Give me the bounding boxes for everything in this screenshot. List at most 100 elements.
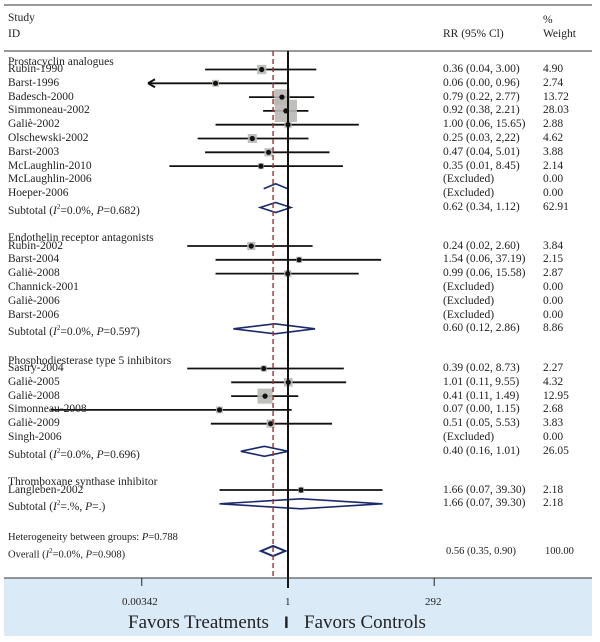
point-estimate (268, 421, 274, 427)
weight-text: 4.62 (543, 132, 564, 144)
weight-text: 4.32 (543, 375, 564, 388)
study-label: Barst-2004 (8, 253, 60, 266)
weight-text: 3.83 (543, 417, 564, 430)
point-estimate (265, 149, 272, 155)
excluded-marker (263, 182, 288, 190)
header-id: ID (8, 28, 21, 40)
subtotal-diamond (257, 201, 294, 214)
study-label: Hoeper-2006 (8, 187, 69, 200)
weight-text: 0.00 (543, 187, 564, 200)
effect-text: 1.00 (0.06, 15.65) (443, 118, 526, 131)
study-label: McLaughlin-2010 (8, 159, 92, 172)
effect-text: 0.51 (0.05, 5.53) (443, 417, 520, 430)
axis-footer (4, 578, 592, 636)
study-label: Galiè-2009 (8, 417, 60, 430)
favors-controls-label: Favors Controls (304, 612, 426, 633)
subtotal-label: Subtotal (I2=0.0%, P=0.597) (8, 324, 140, 339)
study-label: Langleben-2002 (8, 483, 84, 496)
study-label: Galiè-2008 (8, 389, 60, 402)
weight-text: 2.88 (543, 118, 564, 131)
weight-text: 2.14 (543, 159, 564, 172)
weight-text: 2.87 (543, 267, 564, 280)
weight-text: 3.84 (543, 239, 564, 252)
effect-text: (Excluded) (443, 431, 495, 443)
subtotal-diamond (233, 322, 316, 335)
subtotal-effect-text: 1.66 (0.07, 39.30) (443, 497, 526, 510)
header-weight-pct: % (543, 14, 553, 26)
weight-text: 2.27 (543, 362, 564, 374)
point-estimate (259, 66, 265, 73)
study-label: Simmoneau-2002 (8, 104, 90, 117)
header-weight: Weight (543, 28, 576, 40)
study-label: Barst-2006 (8, 308, 60, 321)
point-estimate (261, 365, 267, 372)
study-label: Singh-2006 (8, 431, 62, 443)
subtotal-weight-text: 26.05 (543, 444, 569, 457)
subtotal-effect-text: 0.62 (0.34, 1.12) (443, 201, 520, 213)
weight-text: 0.00 (543, 173, 564, 186)
effect-text: 0.36 (0.04, 3.00) (443, 63, 520, 75)
weight-text: 2.15 (543, 253, 564, 266)
point-estimate (279, 94, 285, 100)
weight-text: 4.90 (543, 63, 564, 75)
point-estimate (249, 135, 255, 142)
study-label: Barst-2003 (8, 145, 60, 158)
effect-text: 0.79 (0.22, 2.77) (443, 90, 520, 103)
group-label: Thromboxane synthase inhibitor (8, 476, 158, 488)
favors-treatments-label: Favors Treatments (128, 612, 269, 633)
overall-label: Overall (I2=0.0%, P=0.908) (8, 546, 126, 561)
header-study: Study (8, 12, 35, 24)
effect-text: 1.01 (0.11, 9.55) (443, 375, 520, 388)
ci-arrow (147, 78, 156, 89)
subtotal-weight-text: 62.91 (543, 201, 569, 213)
weight-text: 0.00 (543, 280, 564, 293)
weight-text: 28.03 (543, 104, 569, 117)
favors-divider: I (284, 613, 289, 632)
effect-text: 0.39 (0.02, 8.73) (443, 362, 520, 374)
effect-text: (Excluded) (443, 280, 495, 293)
overall-effect-text: 0.56 (0.35, 0.90) (446, 545, 516, 557)
effect-text: (Excluded) (443, 308, 495, 321)
study-label: Galiè-2005 (8, 375, 60, 388)
point-estimate (212, 80, 219, 86)
effect-text: 1.54 (0.06, 37.19) (443, 253, 526, 266)
study-label: McLaughlin-2006 (8, 173, 92, 186)
overall-weight-text: 100.00 (545, 545, 574, 557)
subtotal-weight-text: 2.18 (543, 497, 564, 510)
subtotal-effect-text: 0.40 (0.16, 1.01) (443, 444, 520, 457)
weight-text: 0.00 (543, 294, 564, 307)
x-tick-label: 0.00342 (122, 596, 158, 608)
point-estimate (298, 487, 304, 493)
weight-text: 12.95 (543, 389, 569, 402)
weight-text: 3.88 (543, 145, 564, 158)
effect-text: 0.35 (0.01, 8.45) (443, 159, 520, 172)
subtotal-label: Subtotal (I2=0.0%, P=0.682) (8, 203, 140, 217)
x-tick-label: 1 (285, 596, 291, 608)
subtotal-diamond (219, 497, 383, 510)
x-tick-label: 292 (425, 596, 442, 608)
effect-text: (Excluded) (443, 294, 495, 307)
effect-text: 0.24 (0.02, 2.60) (443, 239, 520, 252)
point-estimate (216, 407, 223, 413)
subtotal-label: Subtotal (I2=0.0%, P=0.696) (8, 446, 140, 461)
weight-text: 0.00 (543, 308, 564, 321)
group-label: Prostacyclin analogues (8, 56, 114, 68)
subtotal-weight-text: 8.86 (543, 322, 564, 335)
effect-text: 0.25 (0.03, 2,22) (443, 132, 520, 144)
study-label: Olschewski-2002 (8, 132, 89, 144)
point-estimate (258, 163, 264, 169)
study-label: Galiè-2006 (8, 294, 60, 307)
study-label: Rubin-2002 (8, 239, 63, 252)
subtotal-label: Subtotal (I2=.%, P=.) (8, 499, 106, 514)
study-label: Badesch-2000 (8, 90, 74, 103)
group-label: Phosphodiesterase type 5 inhibitors (8, 355, 172, 367)
effect-text: 0.07 (0.00, 1.15) (443, 403, 520, 416)
overall-diamond (258, 544, 288, 558)
study-label: Galiè-2002 (8, 118, 60, 131)
weight-text: 2.18 (543, 483, 564, 496)
effect-text: 0.06 (0.00, 0.96) (443, 76, 520, 89)
header-effect: RR (95% Cl) (443, 28, 504, 40)
subtotal-effect-text: 0.60 (0.12, 2.86) (443, 322, 520, 335)
study-label: Sastry-2004 (8, 362, 64, 374)
